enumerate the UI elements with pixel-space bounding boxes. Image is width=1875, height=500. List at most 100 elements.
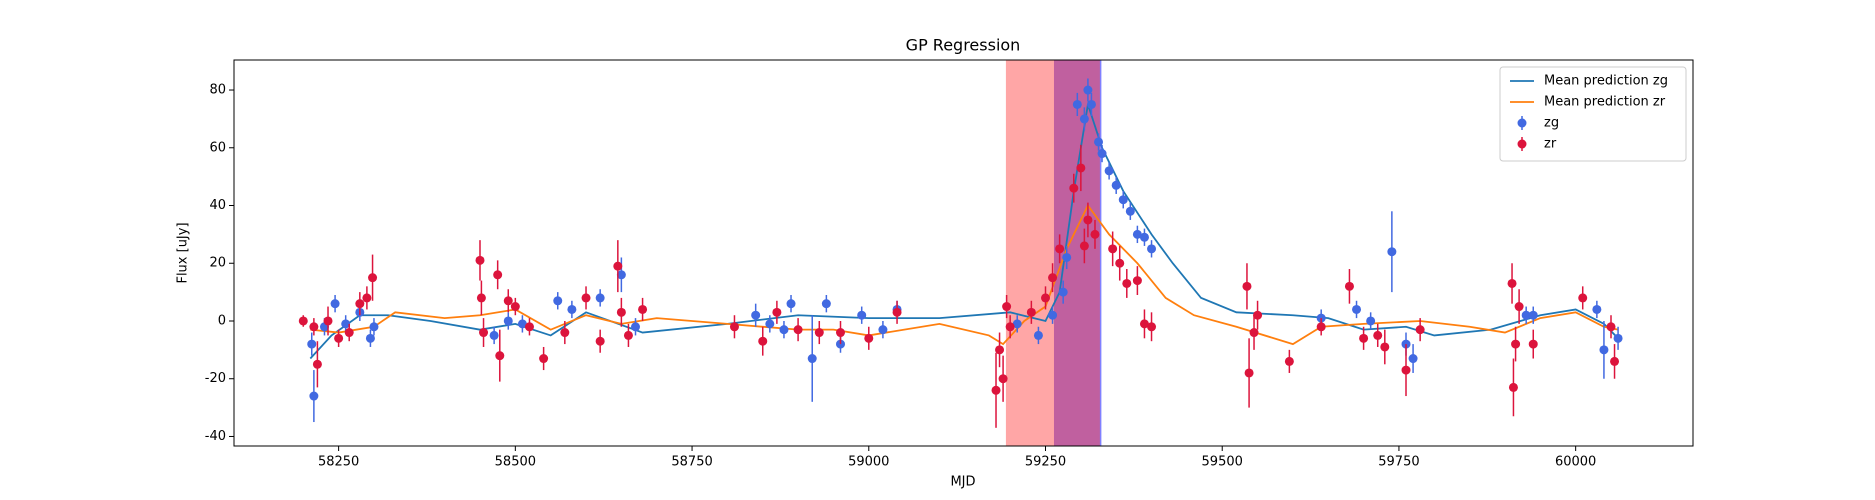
point	[1058, 287, 1068, 297]
point	[857, 310, 867, 320]
point	[489, 330, 499, 340]
point	[567, 304, 577, 314]
point	[1005, 322, 1015, 332]
point	[1079, 114, 1089, 124]
point	[751, 310, 761, 320]
point	[758, 336, 768, 346]
point	[362, 293, 372, 303]
point	[1316, 322, 1326, 332]
x-axis-label: MJD	[950, 475, 975, 490]
point	[1115, 258, 1125, 268]
point	[1055, 244, 1065, 254]
point	[307, 339, 317, 349]
point	[864, 333, 874, 343]
point	[298, 316, 308, 326]
point	[1118, 195, 1128, 205]
x-tick-label: 58750	[671, 455, 712, 470]
point	[998, 374, 1008, 384]
point	[1511, 339, 1521, 349]
x-tick-label: 59500	[1202, 455, 1243, 470]
axes-frame	[233, 59, 1694, 447]
point	[1599, 345, 1609, 355]
y-tick-label: -20	[205, 371, 226, 386]
y-tick-label: 40	[209, 198, 226, 213]
point	[1344, 281, 1354, 291]
point	[772, 307, 782, 317]
legend-label: zg	[1544, 116, 1559, 131]
legend-label: zr	[1544, 137, 1557, 152]
legend-label: Mean prediction zg	[1544, 74, 1668, 89]
point	[493, 270, 503, 280]
point	[1033, 330, 1043, 340]
point	[1415, 325, 1425, 335]
point	[1387, 247, 1397, 257]
point	[1090, 229, 1100, 239]
point	[1366, 316, 1376, 326]
point	[1242, 281, 1252, 291]
point	[365, 333, 375, 343]
point	[807, 354, 817, 364]
point	[330, 299, 340, 309]
point	[1048, 310, 1058, 320]
span	[1053, 60, 1101, 446]
point	[1578, 293, 1588, 303]
point	[1610, 356, 1620, 366]
point	[1062, 252, 1072, 262]
point	[595, 336, 605, 346]
point	[616, 307, 626, 317]
point	[1253, 310, 1263, 320]
legend-label: Mean prediction zr	[1544, 95, 1666, 110]
point	[1104, 166, 1114, 176]
point	[1026, 307, 1036, 317]
point	[892, 307, 902, 317]
point	[1606, 322, 1616, 332]
point	[1002, 302, 1012, 312]
point	[1508, 382, 1518, 392]
point	[560, 328, 570, 338]
point	[309, 322, 319, 332]
point	[995, 345, 1005, 355]
point	[344, 328, 354, 338]
y-tick-label: 60	[209, 140, 226, 155]
point	[1086, 99, 1096, 109]
point	[765, 319, 775, 329]
point	[1139, 319, 1149, 329]
point	[1094, 137, 1104, 147]
point	[793, 325, 803, 335]
point	[1373, 330, 1383, 340]
point	[1108, 244, 1118, 254]
point	[1147, 244, 1157, 254]
point	[355, 299, 365, 309]
point	[1048, 273, 1058, 283]
point	[595, 293, 605, 303]
point	[878, 325, 888, 335]
point	[581, 293, 591, 303]
point	[1139, 232, 1149, 242]
point	[1079, 241, 1089, 251]
x-tick-label: 58500	[495, 455, 536, 470]
y-tick-label: 80	[209, 83, 226, 98]
point	[517, 319, 527, 329]
point	[524, 322, 534, 332]
x-tick-label: 58250	[318, 455, 359, 470]
point	[334, 333, 344, 343]
point	[1083, 215, 1093, 225]
point	[1147, 322, 1157, 332]
point	[503, 296, 513, 306]
point	[1069, 183, 1079, 193]
y-axis-label: Flux [uJy]	[176, 222, 191, 283]
x-tick-label: 60000	[1555, 455, 1596, 470]
point	[368, 273, 378, 283]
point	[638, 304, 648, 314]
point	[1408, 354, 1418, 364]
point	[836, 328, 846, 338]
point	[1125, 206, 1135, 216]
point	[1528, 339, 1538, 349]
point	[1249, 328, 1259, 338]
point	[1040, 293, 1050, 303]
point	[1012, 319, 1022, 329]
point	[1122, 278, 1132, 288]
point	[1097, 149, 1107, 159]
plot-area	[298, 60, 1623, 446]
